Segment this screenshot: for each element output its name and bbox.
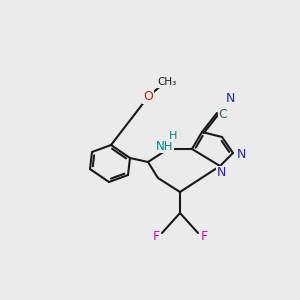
Text: N: N	[216, 167, 226, 179]
Text: NH: NH	[156, 140, 174, 152]
Text: CH₃: CH₃	[158, 77, 177, 87]
Text: F: F	[200, 230, 208, 244]
Text: H: H	[169, 131, 177, 141]
Text: O: O	[143, 91, 153, 103]
Text: N: N	[236, 148, 246, 161]
Text: N: N	[225, 92, 235, 106]
Text: C: C	[219, 109, 227, 122]
Text: F: F	[152, 230, 160, 244]
